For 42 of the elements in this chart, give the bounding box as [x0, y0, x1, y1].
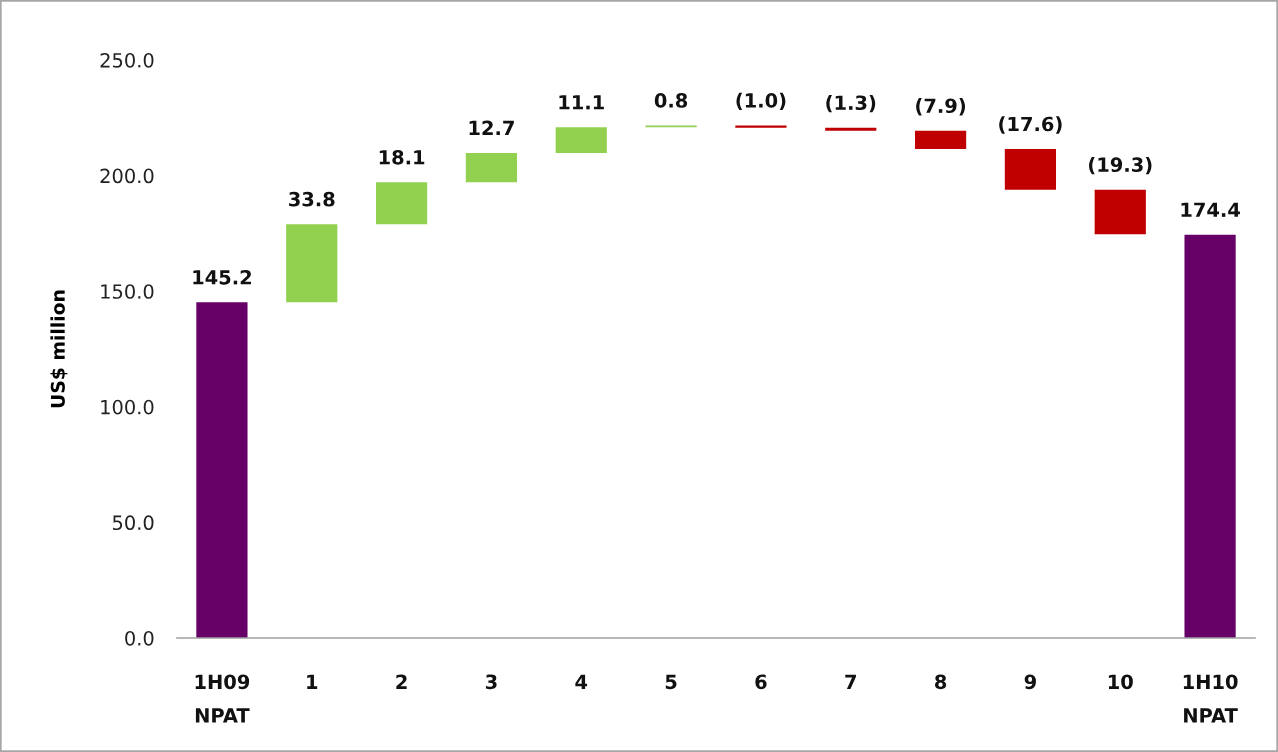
x-tick-label: 6	[755, 674, 767, 690]
bar	[1184, 234, 1236, 638]
data-label: 145.2	[193, 269, 251, 285]
data-label: (1.0)	[736, 92, 786, 111]
y-tick-label: 50.0	[112, 515, 154, 531]
x-tick-label: 8	[935, 674, 947, 690]
data-label: (1.3)	[826, 95, 876, 113]
bar	[825, 127, 877, 131]
y-axis-title: US$ million	[50, 290, 68, 408]
x-tick-label: 4	[575, 674, 588, 689]
data-label: 33.8	[289, 191, 335, 207]
y-tick-label: 150.0	[101, 284, 154, 299]
data-label: 11.1	[559, 95, 604, 110]
x-tick-label: 1H09 NPAT	[195, 674, 250, 723]
data-label: 0.8	[654, 93, 688, 108]
bar	[196, 302, 248, 638]
bar	[286, 224, 338, 303]
bar	[1094, 189, 1146, 235]
y-tick-label: 100.0	[101, 399, 154, 415]
data-label: 12.7	[469, 120, 514, 136]
data-label: (17.6)	[999, 116, 1062, 134]
y-tick-label: 200.0	[100, 168, 154, 184]
x-tick-label: 7	[845, 674, 856, 689]
bar	[465, 152, 518, 183]
data-label: 18.1	[379, 149, 425, 165]
x-tick-label: 3	[485, 674, 497, 690]
x-tick-label: 9	[1024, 674, 1036, 690]
bar	[375, 182, 428, 225]
x-tick-label: 10	[1108, 674, 1133, 690]
x-tick-label: 5	[665, 674, 677, 690]
data-label: (19.3)	[1089, 157, 1152, 175]
bar	[1004, 149, 1057, 190]
y-tick-label: 250.0	[100, 52, 154, 68]
bar	[555, 127, 607, 153]
data-label: 174.4	[1181, 202, 1240, 217]
y-tick-label: 0.0	[125, 630, 154, 646]
x-tick-label: 2	[396, 674, 407, 689]
bar	[914, 130, 967, 150]
x-tick-label: 1H10 NPAT	[1183, 674, 1238, 723]
bar	[735, 125, 787, 128]
x-tick-label: 1	[307, 674, 318, 689]
data-label: (7.9)	[916, 98, 966, 116]
